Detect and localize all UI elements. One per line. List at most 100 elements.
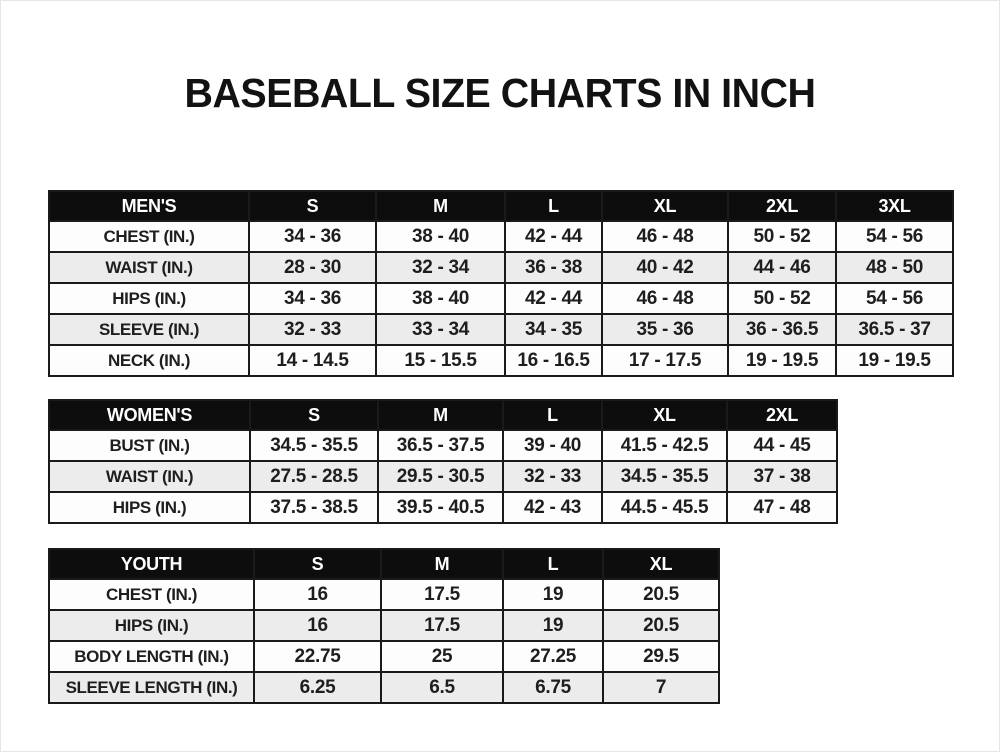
size-header-cell: L (504, 190, 603, 222)
measurement-label: SLEEVE LENGTH (IN.) (48, 671, 255, 704)
size-value-cell: 42 - 44 (504, 220, 603, 253)
size-header-cell: M (377, 399, 504, 431)
size-value-cell: 36.5 - 37 (835, 313, 954, 346)
size-value-cell: 39 - 40 (502, 429, 603, 462)
size-value-cell: 47 - 48 (726, 491, 838, 524)
size-value-cell: 50 - 52 (727, 220, 837, 253)
size-value-cell: 17.5 (380, 609, 504, 642)
table-row: WAIST (IN.) 28 - 30 32 - 34 36 - 38 40 - 42 4… (48, 251, 954, 284)
measurement-label: WAIST (IN.) (48, 460, 251, 493)
size-value-cell: 36 - 38 (504, 251, 603, 284)
size-value-cell: 46 - 48 (601, 282, 729, 315)
size-value-cell: 14 - 14.5 (248, 344, 377, 377)
table-title-cell: MEN'S (48, 190, 250, 222)
size-value-cell: 42 - 43 (502, 491, 603, 524)
size-value-cell: 33 - 34 (375, 313, 506, 346)
table-row: NECK (IN.) 14 - 14.5 15 - 15.5 16 - 16.5 17 … (48, 344, 954, 377)
size-value-cell: 38 - 40 (375, 282, 506, 315)
size-header-cell: S (253, 548, 382, 580)
size-value-cell: 16 (253, 578, 382, 611)
size-value-cell: 32 - 34 (375, 251, 506, 284)
size-value-cell: 44 - 45 (726, 429, 838, 462)
size-value-cell: 29.5 (602, 640, 720, 673)
table-row: BODY LENGTH (IN.) 22.75 25 27.25 29.5 (48, 640, 720, 673)
size-header-cell: 3XL (835, 190, 954, 222)
size-header-cell: S (249, 399, 379, 431)
table-title-cell: YOUTH (48, 548, 255, 580)
size-value-cell: 19 - 19.5 (835, 344, 954, 377)
table-row: BUST (IN.) 34.5 - 35.5 36.5 - 37.5 39 - 40 4… (48, 429, 838, 462)
size-header-cell: 2XL (726, 399, 838, 431)
size-value-cell: 34 - 36 (248, 282, 377, 315)
size-header-cell: S (248, 190, 377, 222)
size-value-cell: 35 - 36 (601, 313, 729, 346)
mens-size-table: MEN'S S M L XL 2XL 3XL CHEST (IN.) 34 - 36 38 - 4… (48, 190, 954, 377)
size-value-cell: 46 - 48 (601, 220, 729, 253)
table-row: HIPS (IN.) 16 17.5 19 20.5 (48, 609, 720, 642)
womens-size-table: WOMEN'S S M L XL 2XL BUST (IN.) 34.5 - 35.5 36.5… (48, 399, 838, 524)
size-value-cell: 22.75 (253, 640, 382, 673)
size-header-cell: XL (602, 548, 720, 580)
size-value-cell: 48 - 50 (835, 251, 954, 284)
size-value-cell: 32 - 33 (248, 313, 377, 346)
size-value-cell: 6.25 (253, 671, 382, 704)
table-row: SLEEVE LENGTH (IN.) 6.25 6.5 6.75 7 (48, 671, 720, 704)
size-value-cell: 16 - 16.5 (504, 344, 603, 377)
size-value-cell: 6.5 (380, 671, 504, 704)
size-value-cell: 17 - 17.5 (601, 344, 729, 377)
size-value-cell: 34.5 - 35.5 (601, 460, 728, 493)
size-value-cell: 20.5 (602, 578, 720, 611)
measurement-label: HIPS (IN.) (48, 282, 250, 315)
size-value-cell: 40 - 42 (601, 251, 729, 284)
size-value-cell: 34 - 35 (504, 313, 603, 346)
size-value-cell: 19 - 19.5 (727, 344, 837, 377)
size-value-cell: 38 - 40 (375, 220, 506, 253)
youth-size-table: YOUTH S M L XL CHEST (IN.) 16 17.5 19 20.5 HIPS (I… (48, 548, 720, 704)
measurement-label: HIPS (IN.) (48, 609, 255, 642)
header-row: WOMEN'S S M L XL 2XL (48, 399, 838, 431)
measurement-label: SLEEVE (IN.) (48, 313, 250, 346)
size-value-cell: 27.25 (502, 640, 604, 673)
size-header-cell: L (502, 399, 603, 431)
size-value-cell: 32 - 33 (502, 460, 603, 493)
size-value-cell: 27.5 - 28.5 (249, 460, 379, 493)
size-value-cell: 6.75 (502, 671, 604, 704)
size-value-cell: 34 - 36 (248, 220, 377, 253)
measurement-label: NECK (IN.) (48, 344, 250, 377)
header-row: MEN'S S M L XL 2XL 3XL (48, 190, 954, 222)
size-value-cell: 41.5 - 42.5 (601, 429, 728, 462)
measurement-label: CHEST (IN.) (48, 578, 255, 611)
size-header-cell: M (375, 190, 506, 222)
table-title-cell: WOMEN'S (48, 399, 251, 431)
measurement-label: WAIST (IN.) (48, 251, 250, 284)
size-value-cell: 17.5 (380, 578, 504, 611)
size-value-cell: 54 - 56 (835, 220, 954, 253)
size-value-cell: 50 - 52 (727, 282, 837, 315)
size-header-cell: XL (601, 190, 729, 222)
measurement-label: HIPS (IN.) (48, 491, 251, 524)
size-value-cell: 36.5 - 37.5 (377, 429, 504, 462)
table-row: SLEEVE (IN.) 32 - 33 33 - 34 34 - 35 35 - 36… (48, 313, 954, 346)
table-row: HIPS (IN.) 34 - 36 38 - 40 42 - 44 46 - 48 50… (48, 282, 954, 315)
size-value-cell: 34.5 - 35.5 (249, 429, 379, 462)
table-row: WAIST (IN.) 27.5 - 28.5 29.5 - 30.5 32 - 33… (48, 460, 838, 493)
size-value-cell: 15 - 15.5 (375, 344, 506, 377)
size-value-cell: 25 (380, 640, 504, 673)
size-value-cell: 39.5 - 40.5 (377, 491, 504, 524)
size-value-cell: 16 (253, 609, 382, 642)
size-value-cell: 7 (602, 671, 720, 704)
size-header-cell: 2XL (727, 190, 837, 222)
size-value-cell: 44.5 - 45.5 (601, 491, 728, 524)
measurement-label: CHEST (IN.) (48, 220, 250, 253)
size-value-cell: 19 (502, 578, 604, 611)
size-header-cell: L (502, 548, 604, 580)
header-row: YOUTH S M L XL (48, 548, 720, 580)
size-value-cell: 19 (502, 609, 604, 642)
size-value-cell: 29.5 - 30.5 (377, 460, 504, 493)
size-value-cell: 42 - 44 (504, 282, 603, 315)
table-row: CHEST (IN.) 16 17.5 19 20.5 (48, 578, 720, 611)
table-row: CHEST (IN.) 34 - 36 38 - 40 42 - 44 46 - 48 5… (48, 220, 954, 253)
size-value-cell: 44 - 46 (727, 251, 837, 284)
page-title: BASEBALL SIZE CHARTS IN INCH (184, 70, 816, 116)
